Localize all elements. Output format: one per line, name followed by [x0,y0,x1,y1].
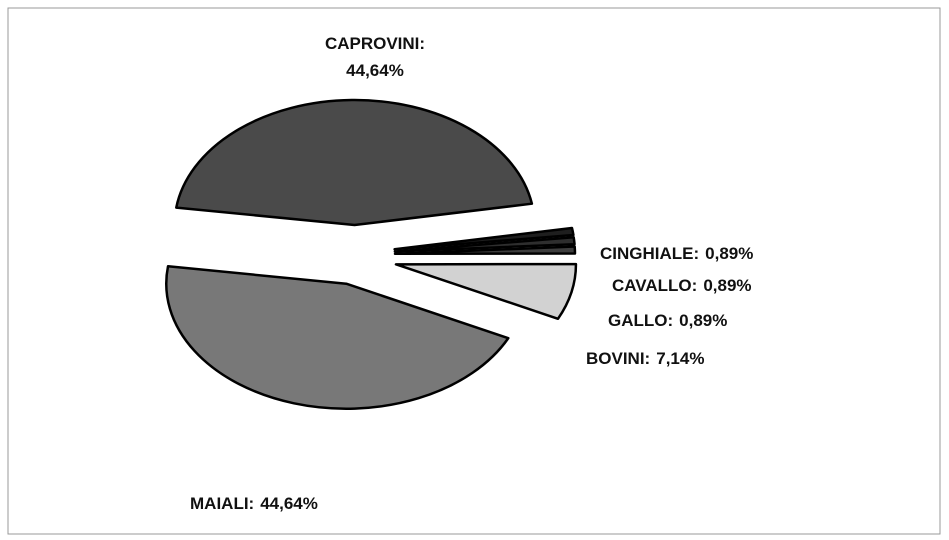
label-value: 0,89% [705,244,753,263]
slice-label: GALLO: 0,89% [608,311,727,330]
pie-slice [165,265,510,410]
pie-slice [393,226,575,251]
pie-slice [394,262,578,321]
label-name: CAPROVINI: [325,34,425,53]
slice-label: CINGHIALE: 0,89% [600,244,753,263]
label-value: 44,64% [260,494,318,513]
slice-label: CAVALLO: 0,89% [612,276,752,295]
label-name: GALLO: [608,311,673,330]
label-name: CINGHIALE: [600,244,699,263]
slice-label: BOVINI: 7,14% [586,349,704,368]
pie-slice [393,245,577,256]
slice-label: MAIALI: 44,64% [190,494,318,513]
label-value: 0,89% [679,311,727,330]
label-name: MAIALI: [190,494,254,513]
slice-label: CAPROVINI: 44,64% [325,34,425,80]
pie-slice [393,235,576,253]
label-name: CAVALLO: [612,276,697,295]
label-value: 44,64% [346,61,404,80]
label-name: BOVINI: [586,349,650,368]
label-value: 0,89% [703,276,751,295]
pie-slice [175,98,534,227]
label-value: 7,14% [656,349,704,368]
